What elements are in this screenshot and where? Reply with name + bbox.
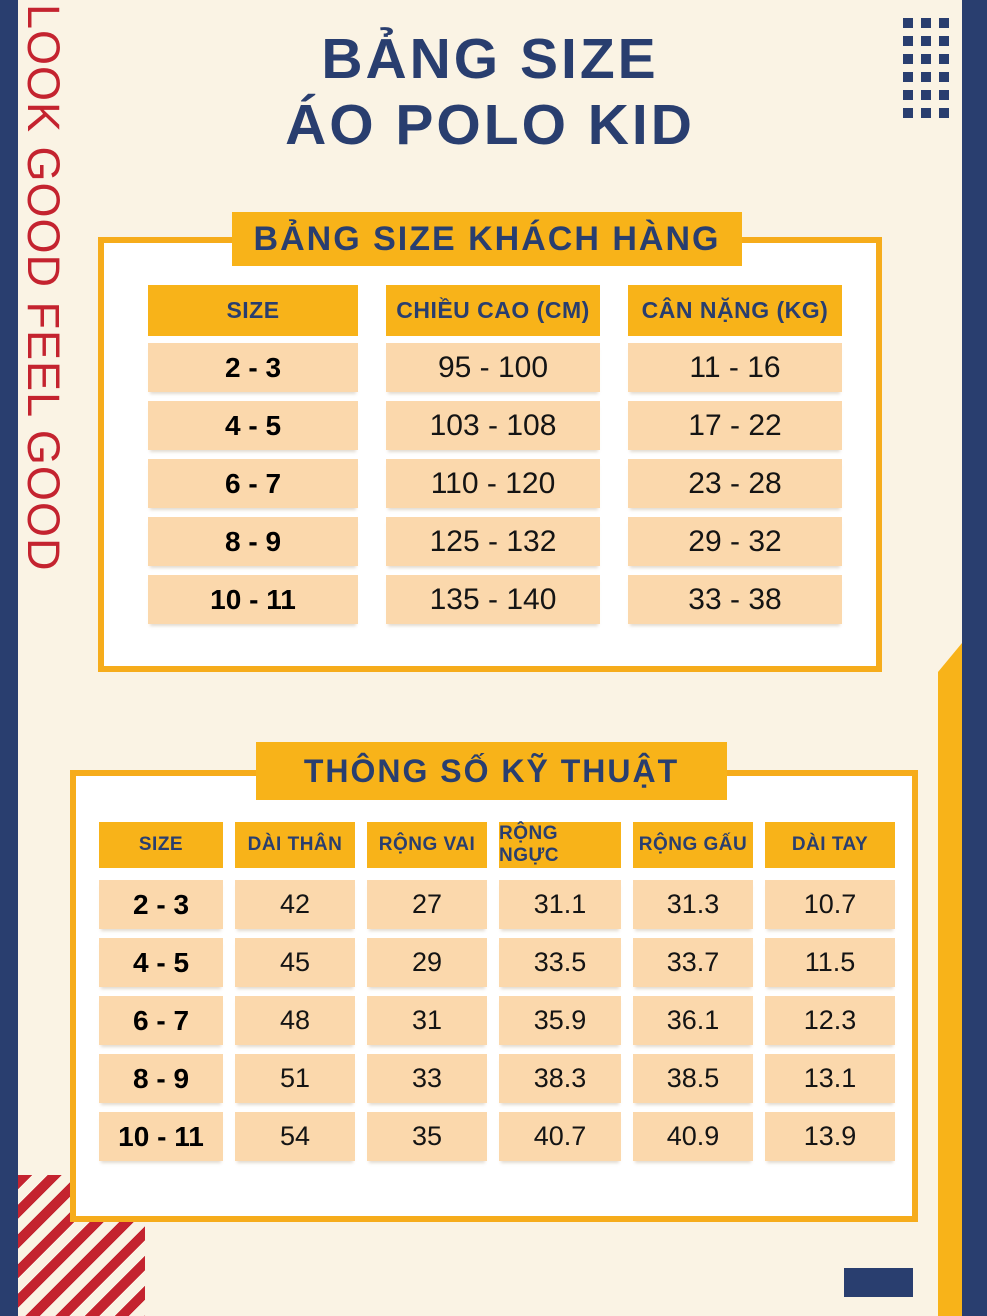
table-cell: 48 [235, 996, 355, 1045]
column-header-chest: RỘNG NGỰC [499, 822, 621, 868]
table-cell: 8 - 9 [99, 1054, 223, 1103]
table-cell: 54 [235, 1112, 355, 1161]
table-cell: 11 - 16 [628, 343, 842, 392]
column-header-size: SIZE [99, 822, 223, 868]
table-cell: 38.3 [499, 1054, 621, 1103]
table-cell: 31.3 [633, 880, 753, 929]
table-cell: 2 - 3 [148, 343, 358, 392]
page-title: BẢNG SIZE ÁO POLO KID [98, 26, 882, 158]
table-cell: 10 - 11 [148, 575, 358, 624]
table-cell: 135 - 140 [386, 575, 600, 624]
table-cell: 35 [367, 1112, 487, 1161]
table-cell: 103 - 108 [386, 401, 600, 450]
table-cell: 40.7 [499, 1112, 621, 1161]
right-yellow-bar-decoration [938, 643, 962, 1316]
table-cell: 4 - 5 [99, 938, 223, 987]
table-cell: 31 [367, 996, 487, 1045]
table-cell: 33.7 [633, 938, 753, 987]
table-cell: 23 - 28 [628, 459, 842, 508]
table-cell: 33 - 38 [628, 575, 842, 624]
table-cell: 6 - 7 [99, 996, 223, 1045]
table-cell: 27 [367, 880, 487, 929]
table-cell: 6 - 7 [148, 459, 358, 508]
table-cell: 17 - 22 [628, 401, 842, 450]
table-cell: 33 [367, 1054, 487, 1103]
table-cell: 29 - 32 [628, 517, 842, 566]
page-title-line2: ÁO POLO KID [285, 93, 695, 158]
customer-size-table: SIZE CHIỀU CAO (CM) CÂN NẶNG (KG) 2 - 3 … [98, 237, 882, 672]
column-header-hem: RỘNG GẤU [633, 822, 753, 868]
table-cell: 38.5 [633, 1054, 753, 1103]
table-cell: 4 - 5 [148, 401, 358, 450]
customer-size-table-banner: BẢNG SIZE KHÁCH HÀNG [232, 212, 742, 266]
table-cell: 12.3 [765, 996, 895, 1045]
table-cell: 40.9 [633, 1112, 753, 1161]
table-cell: 45 [235, 938, 355, 987]
table-cell: 10 - 11 [99, 1112, 223, 1161]
table-cell: 13.9 [765, 1112, 895, 1161]
column-header-shoulder: RỘNG VAI [367, 822, 487, 868]
table-cell: 8 - 9 [148, 517, 358, 566]
table-cell: 125 - 132 [386, 517, 600, 566]
side-slogan-text: LOOK GOOD FEEL GOOD [18, 4, 69, 572]
table-cell: 42 [235, 880, 355, 929]
table-cell: 110 - 120 [386, 459, 600, 508]
navy-rectangle-decoration [844, 1268, 913, 1297]
table-cell: 35.9 [499, 996, 621, 1045]
column-header-weight: CÂN NẶNG (KG) [628, 285, 842, 336]
table-cell: 31.1 [499, 880, 621, 929]
column-header-height: CHIỀU CAO (CM) [386, 285, 600, 336]
table-cell: 2 - 3 [99, 880, 223, 929]
table-cell: 29 [367, 938, 487, 987]
right-navy-bar-decoration [962, 0, 987, 1316]
table-cell: 33.5 [499, 938, 621, 987]
table-cell: 95 - 100 [386, 343, 600, 392]
column-header-body-length: DÀI THÂN [235, 822, 355, 868]
column-header-size: SIZE [148, 285, 358, 336]
spec-table: SIZE DÀI THÂN RỘNG VAI RỘNG NGỰC RỘNG GẤ… [70, 770, 918, 1222]
column-header-sleeve: DÀI TAY [765, 822, 895, 868]
table-cell: 11.5 [765, 938, 895, 987]
left-navy-bar-decoration [0, 0, 18, 1316]
dots-grid-decoration [903, 18, 949, 118]
table-cell: 13.1 [765, 1054, 895, 1103]
table-cell: 51 [235, 1054, 355, 1103]
table-cell: 10.7 [765, 880, 895, 929]
page-title-line1: BẢNG SIZE [321, 27, 659, 91]
spec-table-banner: THÔNG SỐ KỸ THUẬT [256, 742, 727, 800]
table-cell: 36.1 [633, 996, 753, 1045]
